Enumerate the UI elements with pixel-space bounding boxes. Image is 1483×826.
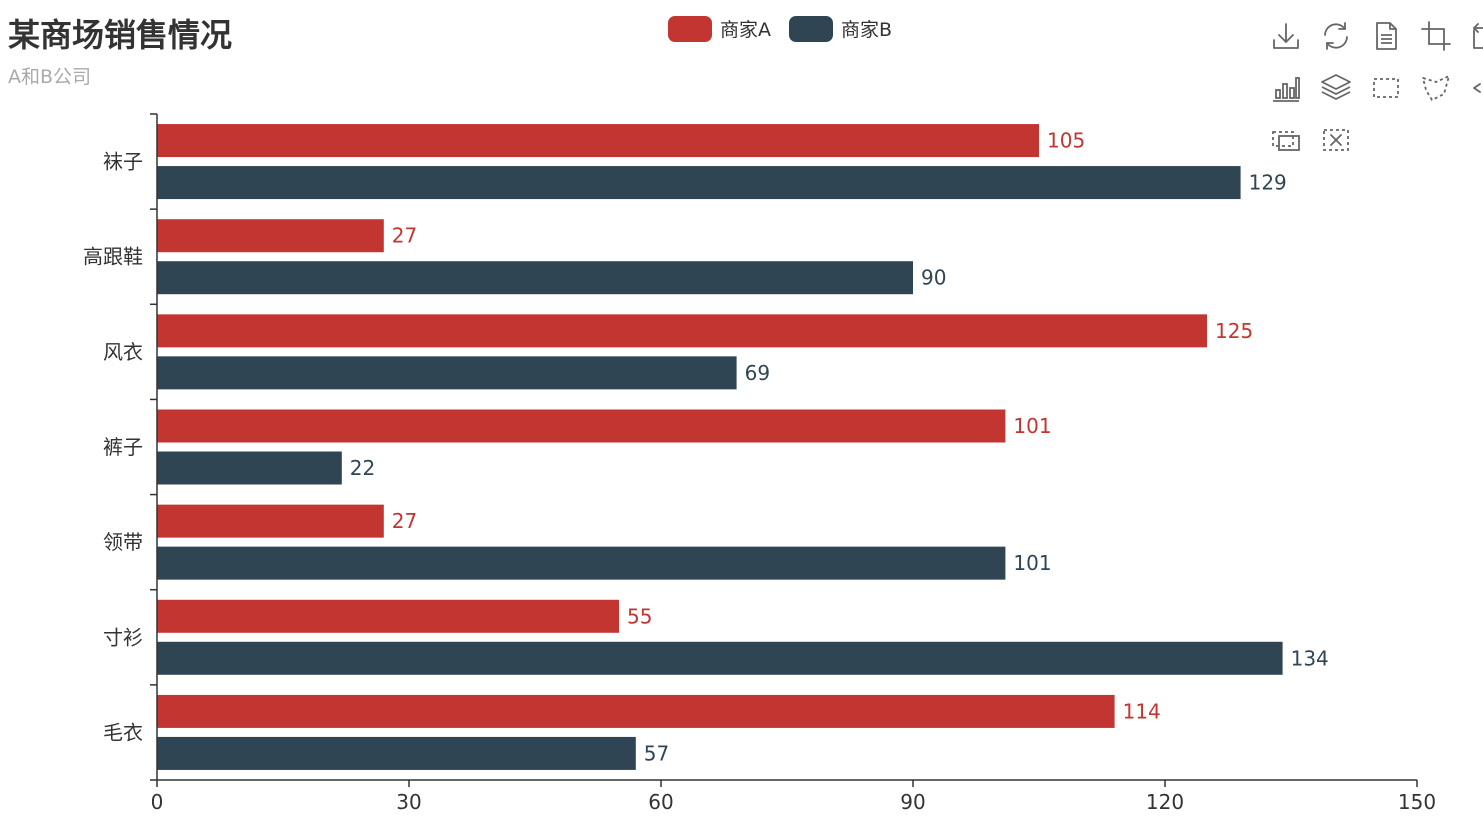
x-tick-label-5: 150 bbox=[1398, 790, 1436, 814]
clear-select-icon-1[interactable] bbox=[1268, 122, 1304, 158]
y-tick-label-2: 领带 bbox=[103, 530, 143, 554]
y-tick-label-6: 袜子 bbox=[103, 150, 143, 174]
bar-b-5 bbox=[157, 261, 913, 295]
y-tick-label-1: 寸衫 bbox=[103, 625, 143, 649]
data-label-b-0: 57 bbox=[644, 741, 669, 765]
bar-a-6 bbox=[157, 124, 1039, 158]
polygon-select-icon[interactable] bbox=[1418, 70, 1454, 106]
bar-b-0 bbox=[157, 736, 636, 770]
bar-b-3 bbox=[157, 451, 342, 485]
legend-item-a[interactable]: 商家A bbox=[668, 15, 771, 42]
data-label-b-6: 129 bbox=[1249, 171, 1287, 195]
data-label-a-4: 125 bbox=[1215, 319, 1253, 343]
legend: 商家A 商家B bbox=[668, 15, 892, 42]
x-tick-label-2: 60 bbox=[648, 790, 673, 814]
stack-icon[interactable] bbox=[1318, 70, 1354, 106]
keep-select-icon[interactable] bbox=[1468, 70, 1483, 106]
bar-b-1 bbox=[157, 641, 1283, 675]
legend-swatch-b bbox=[789, 15, 833, 42]
bar-b-2 bbox=[157, 546, 1006, 580]
y-tick-label-0: 毛衣 bbox=[103, 720, 143, 744]
legend-swatch-a bbox=[668, 15, 712, 42]
bar-a-3 bbox=[157, 409, 1006, 443]
y-tick-label-4: 风衣 bbox=[103, 340, 143, 364]
data-label-b-3: 22 bbox=[350, 456, 375, 480]
x-tick-label-1: 30 bbox=[396, 790, 421, 814]
download-icon[interactable] bbox=[1268, 18, 1304, 54]
data-label-a-2: 27 bbox=[392, 509, 417, 533]
data-label-a-0: 114 bbox=[1123, 699, 1161, 723]
data-label-a-3: 101 bbox=[1013, 414, 1051, 438]
bar-a-0 bbox=[157, 694, 1115, 728]
bar-b-6 bbox=[157, 166, 1241, 200]
legend-label-a: 商家A bbox=[720, 19, 771, 41]
refresh-icon[interactable] bbox=[1318, 18, 1354, 54]
rect-select-icon[interactable] bbox=[1368, 70, 1404, 106]
data-label-b-5: 90 bbox=[921, 266, 946, 290]
y-tick-label-5: 高跟鞋 bbox=[83, 245, 143, 269]
clear-select-icon[interactable] bbox=[1318, 122, 1354, 158]
x-tick-label-4: 120 bbox=[1146, 790, 1184, 814]
legend-item-b[interactable]: 商家B bbox=[789, 15, 892, 42]
data-label-b-2: 101 bbox=[1013, 551, 1051, 575]
bar-a-4 bbox=[157, 314, 1207, 348]
crop-icon[interactable] bbox=[1418, 18, 1454, 54]
toolbox bbox=[1266, 16, 1483, 166]
bar-a-1 bbox=[157, 599, 619, 633]
x-tick-label-0: 0 bbox=[151, 790, 164, 814]
data-label-b-4: 69 bbox=[745, 361, 770, 385]
chart-title: 某商场销售情况 bbox=[8, 16, 233, 54]
chart-subtitle: A和B公司 bbox=[8, 66, 92, 88]
data-label-b-1: 134 bbox=[1291, 646, 1329, 670]
document-icon[interactable] bbox=[1368, 18, 1404, 54]
bar-chart-icon[interactable] bbox=[1268, 70, 1304, 106]
legend-label-b: 商家B bbox=[841, 19, 893, 41]
bar-a-5 bbox=[157, 219, 384, 253]
zoom-back-icon[interactable] bbox=[1468, 18, 1483, 54]
x-tick-label-3: 90 bbox=[900, 790, 925, 814]
bar-b-4 bbox=[157, 356, 737, 390]
data-label-a-6: 105 bbox=[1047, 129, 1085, 153]
bar-a-2 bbox=[157, 504, 384, 538]
data-label-a-1: 55 bbox=[627, 604, 652, 628]
y-tick-label-3: 裤子 bbox=[103, 435, 143, 459]
data-label-a-5: 27 bbox=[392, 224, 417, 248]
